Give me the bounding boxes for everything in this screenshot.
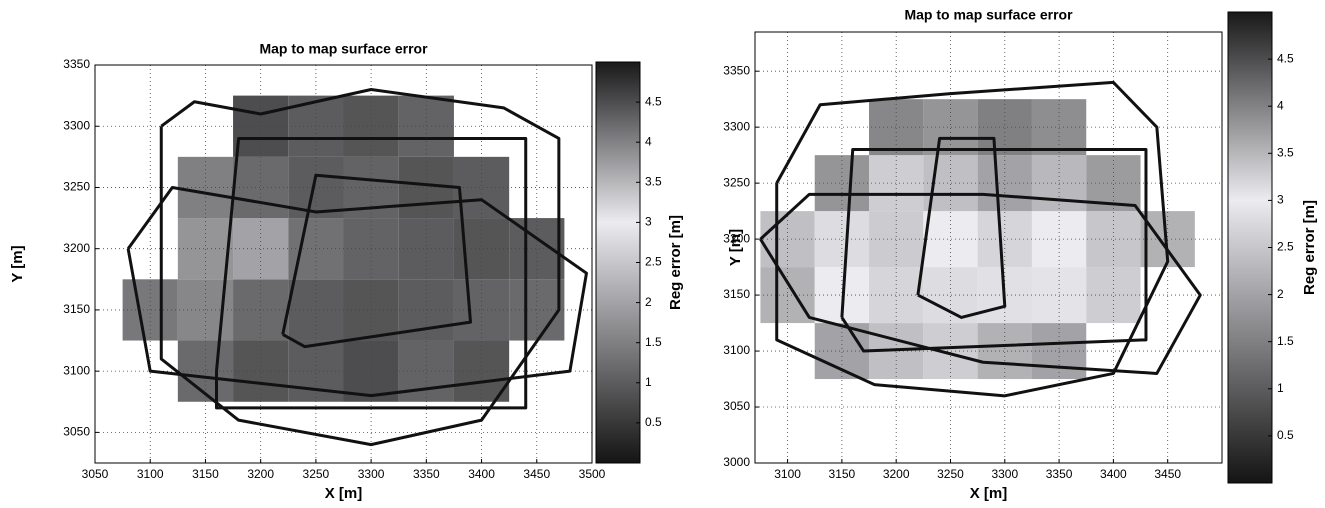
track <box>281 173 473 349</box>
x-tick-label: 3150 <box>829 467 856 481</box>
x-tick-label: 3200 <box>883 467 910 481</box>
colorbar-tick-label: 3.5 <box>645 174 662 188</box>
colorbar-tick-label: 4.5 <box>645 94 662 108</box>
chart-title: Map to map surface error <box>904 7 1073 23</box>
y-tick-label: 3350 <box>63 57 90 71</box>
heat-cell <box>177 156 234 219</box>
colorbar-tick-label: 1.5 <box>645 335 662 349</box>
colorbar-tick-label: 2.5 <box>1277 240 1294 254</box>
y-tick-label: 3250 <box>63 180 90 194</box>
x-tick-label: 3150 <box>192 467 219 481</box>
y-tick-label: 3150 <box>723 287 750 301</box>
x-tick-label: 3450 <box>1154 467 1181 481</box>
x-tick-label: 3100 <box>137 467 164 481</box>
track <box>916 136 1007 319</box>
track <box>759 192 1202 375</box>
x-tick-label: 3450 <box>523 467 550 481</box>
colorbar-tick-label: 4 <box>645 134 652 148</box>
colorbar <box>1227 11 1273 484</box>
colorbar-tick-label: 1 <box>645 375 652 389</box>
y-tick-label: 3300 <box>63 118 90 132</box>
y-tick-label: 3050 <box>723 399 750 413</box>
y-tick-label: 3100 <box>723 343 750 357</box>
heat-cell <box>509 218 565 280</box>
y-tick-label: 3050 <box>63 425 90 439</box>
x-axis-label: X [m] <box>970 485 1008 502</box>
y-tick-label: 3300 <box>723 119 750 133</box>
colorbar-label: Reg error [m] <box>1301 200 1318 295</box>
colorbar-tick-label: 2 <box>645 295 652 309</box>
y-axis-label: Y [m] <box>727 229 744 266</box>
heat-cell <box>814 211 870 268</box>
colorbar-tick-label: 3.5 <box>1277 145 1294 159</box>
y-tick-label: 3200 <box>723 231 750 245</box>
x-tick-label: 3100 <box>774 467 801 481</box>
y-tick-label: 3000 <box>723 455 750 469</box>
track <box>126 185 588 398</box>
chart-title: Map to map surface error <box>259 41 428 57</box>
x-tick-label: 3400 <box>1100 467 1127 481</box>
track <box>840 148 1148 353</box>
colorbar-label: Reg error [m] <box>667 215 684 310</box>
x-tick-label: 3300 <box>991 467 1018 481</box>
heat-cell <box>1086 211 1141 268</box>
colorbar-tick-label: 1.5 <box>1277 334 1294 348</box>
colorbar-tick-label: 1 <box>1277 381 1284 395</box>
y-tick-label: 3100 <box>63 363 90 377</box>
y-tick-label: 3350 <box>723 63 750 77</box>
x-tick-label: 3200 <box>247 467 274 481</box>
x-tick-label: 3300 <box>358 467 385 481</box>
colorbar-tick-label: 4 <box>1277 98 1284 112</box>
track <box>214 136 528 410</box>
heat-cell <box>1086 267 1141 324</box>
colorbar-tick-label: 3 <box>645 215 652 229</box>
colorbar-tick-label: 3 <box>1277 193 1284 207</box>
colorbar-tick-label: 0.5 <box>1277 428 1294 442</box>
colorbar-tick-label: 0.5 <box>645 415 662 429</box>
colorbar-tick-label: 2 <box>1277 287 1284 301</box>
y-axis-label: Y [m] <box>9 245 26 282</box>
heat-cell <box>814 155 870 212</box>
x-tick-label: 3050 <box>82 467 109 481</box>
track <box>775 80 1170 398</box>
axes-frame <box>94 64 593 464</box>
y-tick-label: 3150 <box>63 302 90 316</box>
x-tick-label: 3250 <box>937 467 964 481</box>
x-tick-label: 3400 <box>468 467 495 481</box>
x-tick-label: 3250 <box>303 467 330 481</box>
x-tick-label: 3350 <box>413 467 440 481</box>
x-tick-label: 3350 <box>1046 467 1073 481</box>
colorbar-tick-label: 4.5 <box>1277 51 1294 65</box>
axes-frame <box>754 31 1223 464</box>
x-tick-label: 3500 <box>579 467 606 481</box>
track <box>159 87 561 447</box>
x-axis-label: X [m] <box>325 485 363 502</box>
colorbar-tick-label: 2.5 <box>645 255 662 269</box>
colorbar <box>595 61 641 464</box>
y-tick-label: 3200 <box>63 241 90 255</box>
y-tick-label: 3250 <box>723 175 750 189</box>
